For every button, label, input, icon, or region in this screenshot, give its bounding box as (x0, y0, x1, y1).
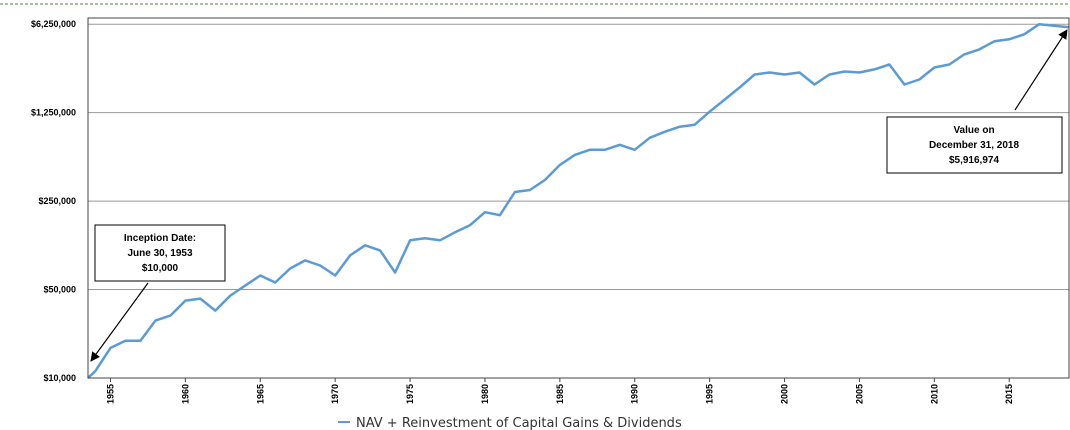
y-tick-label: $10,000 (43, 373, 76, 383)
plot (87, 22, 1070, 379)
annotation-text: Inception Date: (124, 233, 196, 244)
y-tick-label: $6,250,000 (31, 19, 76, 29)
legend-label: NAV + Reinvestment of Capital Gains & Di… (356, 416, 682, 430)
x-tick-label: 1970 (330, 384, 340, 404)
x-tick-label: 2015 (1004, 384, 1014, 404)
plot-frame (87, 17, 1070, 379)
x-tick-label: 1980 (480, 384, 490, 404)
x-tick-label: 1990 (630, 384, 640, 404)
annotation-box (94, 224, 226, 282)
x-tick-label: 1995 (705, 384, 715, 404)
x-tick-label: 1960 (180, 384, 190, 404)
series-line (87, 22, 1070, 379)
annotation-arrow (90, 282, 149, 362)
x-tick-label: 1955 (105, 384, 115, 404)
y-tick-label: $250,000 (38, 196, 76, 206)
x-tick-label: 2005 (854, 384, 864, 404)
annotation-arrow (1014, 29, 1068, 111)
x-tick-label: 1965 (255, 384, 265, 404)
x-tick-label: 1985 (555, 384, 565, 404)
annotation-text: $5,916,974 (949, 155, 999, 166)
annotation-box (886, 116, 1063, 174)
x-tick-label: 2010 (929, 384, 939, 404)
annotation-text: Value on (953, 125, 994, 136)
y-tick-label: $50,000 (43, 285, 76, 295)
x-tick-label: 1975 (405, 384, 415, 404)
annotation-text: $10,000 (142, 263, 179, 274)
y-tick-label: $1,250,000 (31, 108, 76, 118)
x-tick-label: 2000 (780, 384, 790, 404)
annotation-text: December 31, 2018 (929, 140, 1020, 151)
annotation-text: June 30, 1953 (127, 248, 192, 259)
